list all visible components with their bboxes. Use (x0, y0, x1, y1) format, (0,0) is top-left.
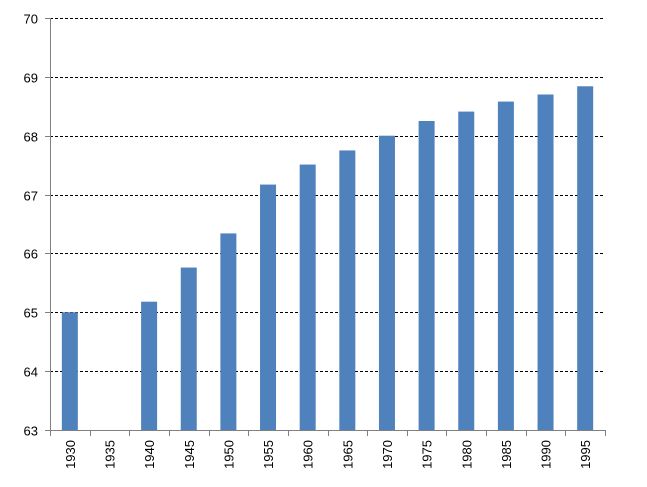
y-tick-label: 64 (24, 365, 38, 380)
x-tick-label: 1970 (380, 440, 395, 469)
y-tick-label: 65 (24, 306, 38, 321)
bar-1990 (537, 94, 554, 430)
x-tick-label: 1960 (301, 440, 316, 469)
x-tick-label: 1995 (578, 440, 593, 469)
y-tick-label: 63 (24, 424, 38, 439)
x-tick-label: 1950 (221, 440, 236, 469)
bar-1950 (220, 233, 237, 430)
y-tick-label: 70 (24, 12, 38, 27)
bar-1960 (299, 164, 316, 431)
bar-1995 (577, 86, 594, 431)
x-tick-label: 1980 (459, 440, 474, 469)
y-tick-label: 69 (24, 71, 38, 86)
bar-1965 (339, 150, 356, 430)
x-tick-label: 1990 (539, 440, 554, 469)
bar-1955 (260, 184, 277, 430)
y-tick-label: 66 (24, 247, 38, 262)
bar-1970 (378, 135, 395, 430)
x-tick-label: 1975 (420, 440, 435, 469)
y-tick-label: 68 (24, 130, 38, 145)
x-tick-label: 1930 (63, 440, 78, 469)
gridlines (50, 18, 605, 372)
x-tick-label: 1955 (261, 440, 276, 469)
x-tick-label: 1965 (340, 440, 355, 469)
axes (45, 18, 606, 436)
y-tick-label: 67 (24, 189, 38, 204)
x-tick-labels: 1930 1935 1940 1945 1950 1955 1960 1965 1970 1975… (63, 440, 593, 469)
bar-1945 (180, 267, 197, 430)
x-tick-label: 1945 (182, 440, 197, 469)
bar-1975 (418, 121, 435, 430)
y-tick-labels: 63 64 65 66 67 68 69 70 (24, 12, 38, 439)
bar-1980 (458, 111, 475, 430)
bars (61, 86, 594, 431)
bar-1930 (61, 312, 78, 430)
x-tick-label: 1985 (499, 440, 514, 469)
x-tick-label: 1940 (142, 440, 157, 469)
bar-1940 (141, 301, 158, 430)
x-tick-label: 1935 (102, 440, 117, 469)
bar-1985 (497, 101, 514, 430)
